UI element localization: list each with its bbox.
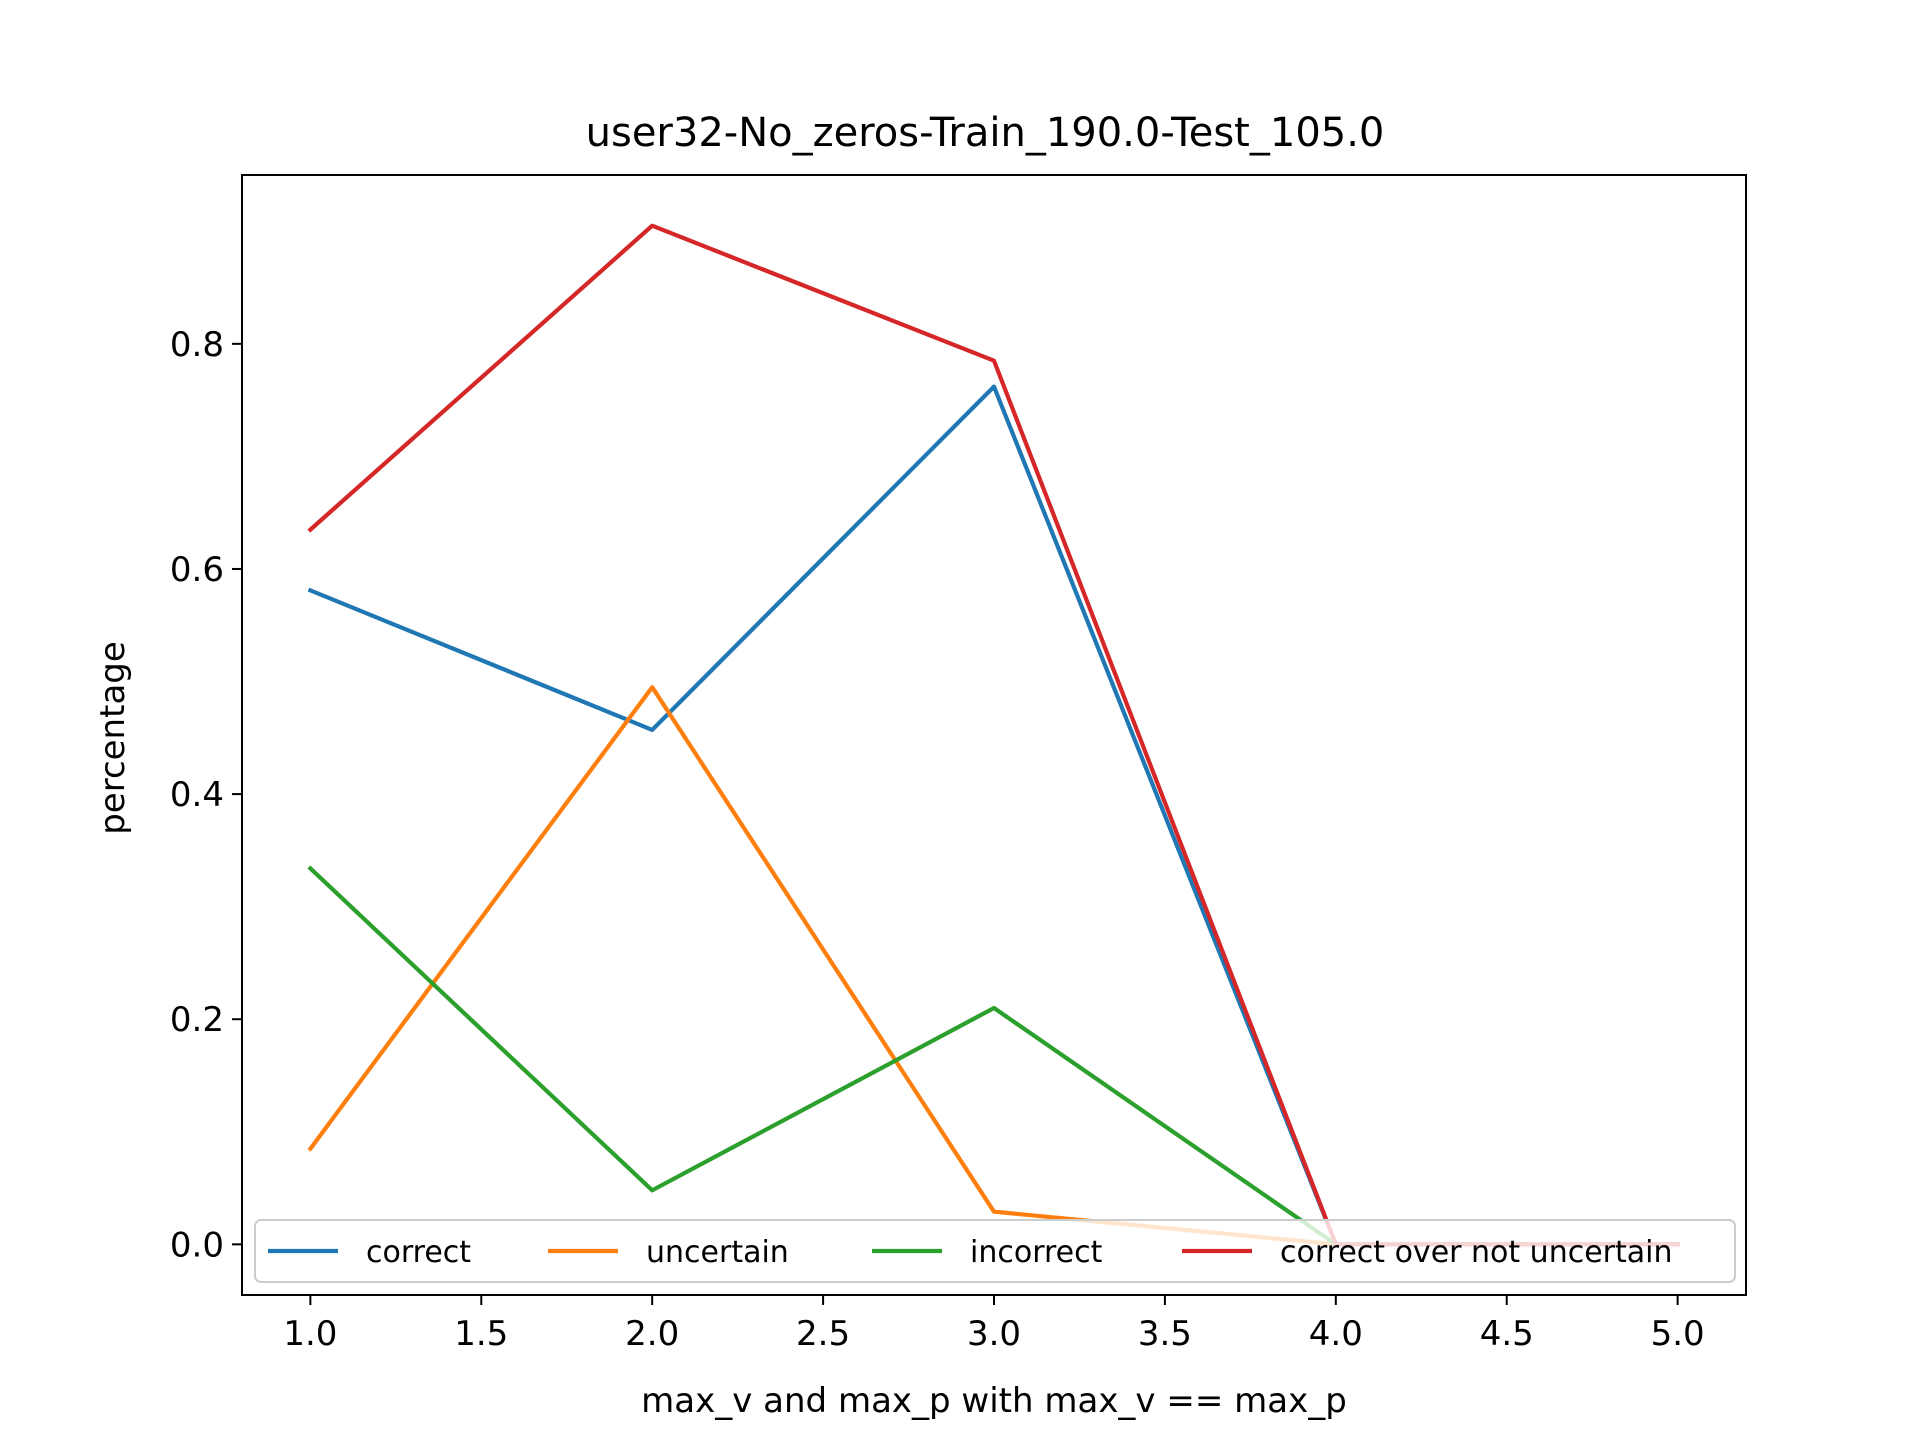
x-tick-label: 4.0	[1309, 1314, 1363, 1354]
x-axis-label: max_v and max_p with max_v == max_p	[641, 1381, 1347, 1421]
x-tick-label: 2.5	[796, 1314, 850, 1354]
y-tick-label: 0.2	[170, 1000, 224, 1040]
x-tick-label: 1.0	[283, 1314, 337, 1354]
legend-label: correct over not uncertain	[1280, 1235, 1673, 1270]
legend-label: uncertain	[646, 1235, 789, 1270]
legend: correct uncertain incorrect correct over no…	[254, 1219, 1736, 1283]
x-tick-label: 4.5	[1480, 1314, 1534, 1354]
legend-label: correct	[366, 1235, 471, 1270]
x-tick-label: 3.0	[967, 1314, 1021, 1354]
x-tick-label: 5.0	[1651, 1314, 1705, 1354]
y-tick-label: 0.6	[170, 550, 224, 590]
y-tick-label: 0.4	[170, 775, 224, 815]
legend-label: incorrect	[970, 1235, 1103, 1270]
y-tick-label: 0.0	[170, 1225, 224, 1265]
y-axis-label: percentage	[93, 641, 133, 835]
x-tick-label: 3.5	[1138, 1314, 1192, 1354]
chart-title: user32-No_zeros-Train_190.0-Test_105.0	[586, 110, 1385, 156]
x-tick-label: 2.0	[625, 1314, 679, 1354]
y-tick-label: 0.8	[170, 325, 224, 365]
x-axis: 1.0 1.5 2.0 2.5 3.0 3.5 4.0 4.5 5.0	[283, 1295, 1705, 1354]
y-axis: 0.0 0.2 0.4 0.6 0.8	[170, 325, 242, 1265]
x-tick-label: 1.5	[454, 1314, 508, 1354]
legend-box	[254, 1219, 1736, 1283]
